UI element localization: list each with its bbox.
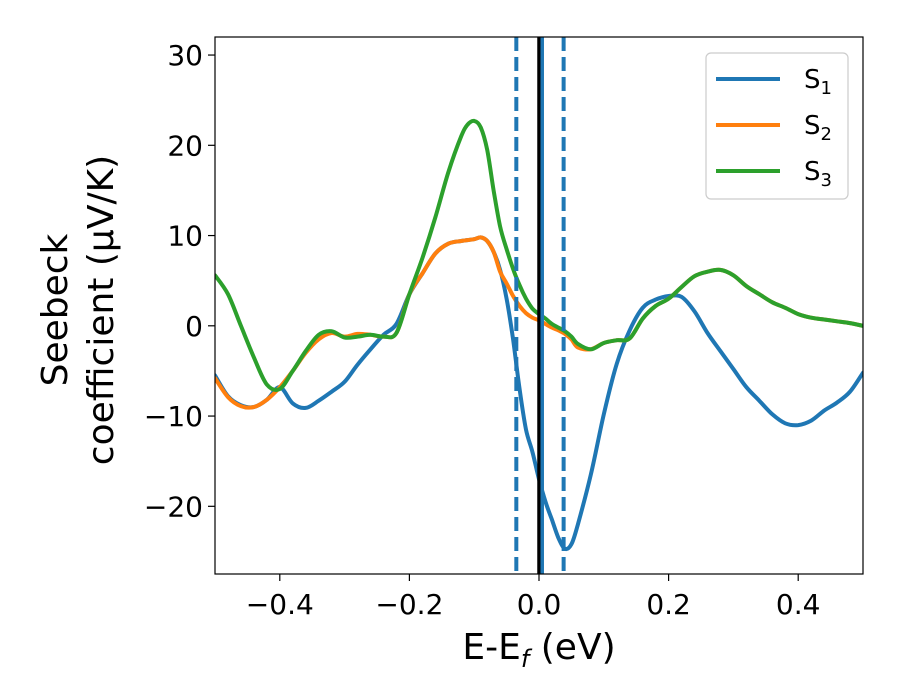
legend-label-s3: S3 [804,157,832,191]
y-tick-label: 20 [167,129,203,162]
series-line-s1 [215,235,863,552]
x-axis: −0.4 −0.2 0.0 0.2 0.4 [246,574,821,621]
x-tick-label: 0.4 [776,588,821,621]
series-line-s3 [215,118,863,392]
legend: S1 S2 S3 [705,52,849,200]
y-axis-title-line1: Seebeck [35,233,76,386]
y-tick-label: 0 [185,310,203,343]
legend-label-s1: S1 [804,65,832,99]
x-axis-title: E-Ef (eV) [462,627,615,673]
y-axis-title-line2: coefficient (μV/K) [81,155,122,465]
x-tick-label: −0.4 [246,588,314,621]
reference-lines [514,37,566,574]
series-lines [215,118,863,552]
legend-label-s2: S2 [804,111,832,145]
y-axis-title: Seebeck coefficient (μV/K) [35,155,122,465]
y-tick-label: −20 [144,490,203,523]
y-tick-label: −10 [144,400,203,433]
x-tick-label: −0.2 [375,588,443,621]
y-tick-label: 30 [167,39,203,72]
y-axis: −20 −10 0 10 20 30 [144,39,215,523]
x-tick-label: 0.2 [646,588,691,621]
x-tick-label: 0.0 [517,588,562,621]
y-tick-label: 10 [167,220,203,253]
